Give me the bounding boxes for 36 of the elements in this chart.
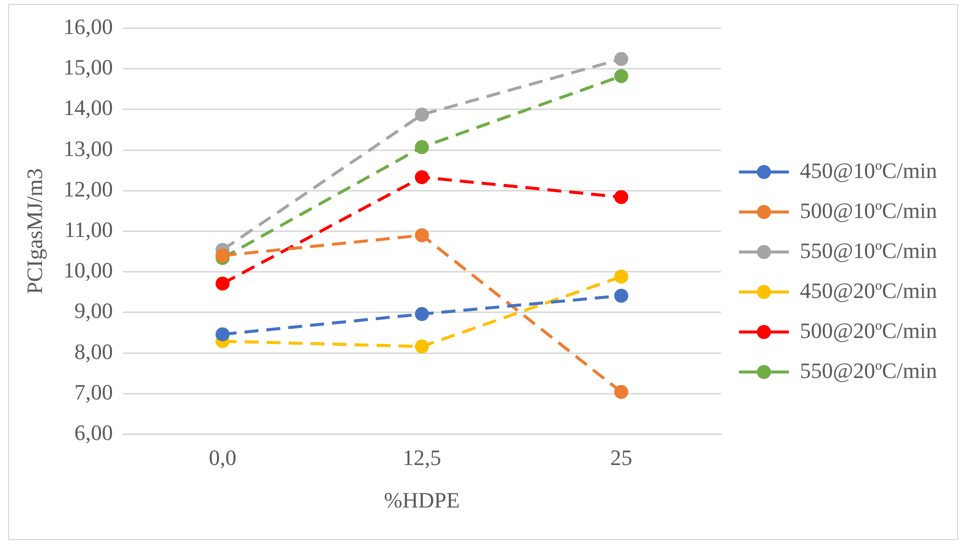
point — [414, 228, 429, 242]
x-tick-label: 12,5 — [402, 445, 442, 470]
point — [614, 384, 628, 399]
point — [614, 52, 628, 66]
y-tick-label: 12,00 — [63, 176, 113, 202]
y-tick-label: 8,00 — [74, 338, 113, 364]
legend-label: 450@20ºC/min — [800, 278, 937, 303]
point — [414, 170, 429, 184]
y-tick-label: 14,00 — [63, 95, 113, 120]
y-tick-label: 10,00 — [63, 258, 113, 283]
legend-label: 550@10ºC/min — [800, 238, 937, 263]
point — [414, 140, 429, 154]
legend-label: 450@10ºC/min — [800, 158, 937, 183]
y-tick-label: 9,00 — [74, 298, 113, 324]
y-tick-label: 15,00 — [63, 54, 113, 80]
x-tick-label: 0,0 — [208, 445, 236, 470]
point — [414, 108, 429, 122]
point — [614, 270, 628, 284]
y-tick-label: 6,00 — [74, 420, 113, 445]
x-axis-title: %HDPE — [384, 488, 460, 513]
y-tick-label: 11,00 — [64, 216, 113, 242]
legend-label: 550@20ºC/min — [800, 358, 937, 383]
legend-label: 500@10ºC/min — [800, 198, 937, 223]
point — [614, 69, 628, 84]
point — [614, 190, 628, 204]
point — [216, 276, 230, 291]
y-tick-label: 7,00 — [74, 379, 113, 404]
y-tick-label: 16,00 — [63, 14, 113, 39]
y-tick-label: 13,00 — [63, 136, 113, 161]
legend-label: 500@20ºC/min — [800, 318, 937, 343]
point — [614, 288, 628, 303]
point — [414, 340, 429, 354]
point — [216, 327, 230, 342]
point — [414, 307, 429, 322]
x-tick-label: 25 — [610, 445, 632, 470]
y-axis-title: PCIgasMJ/m3 — [22, 168, 47, 294]
